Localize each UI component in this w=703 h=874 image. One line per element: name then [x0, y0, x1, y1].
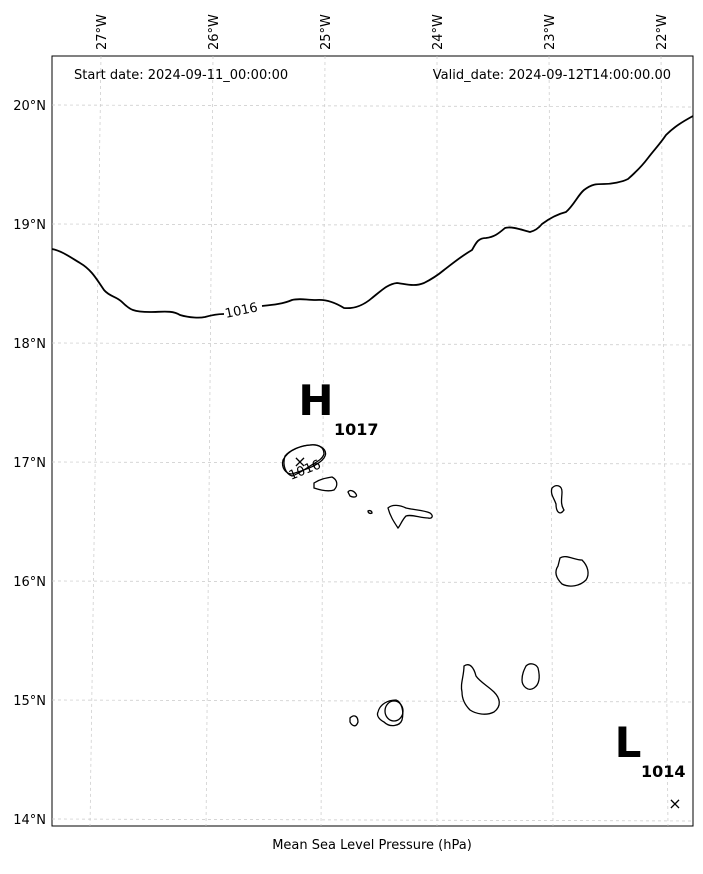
- lon-label-23w: 23°W: [543, 14, 558, 50]
- lon-label-22w: 22°W: [655, 14, 670, 50]
- island-boa-vista: [555, 555, 589, 587]
- isobar-1016-ring-north: [281, 444, 327, 475]
- lat-label-19n: 19°N: [13, 218, 46, 233]
- lat-label-16n: 16°N: [13, 575, 46, 590]
- lon-label-27w: 27°W: [95, 14, 110, 50]
- start-date-label: Start date: 2024-09-11_00:00:00: [74, 68, 288, 83]
- lat-label-18n: 18°N: [13, 337, 46, 352]
- isobar-label-main: 1016: [224, 300, 259, 322]
- map-frame: [51, 55, 694, 827]
- island-sao-nicolau: [387, 504, 433, 530]
- island-santa-luzia: [347, 489, 358, 498]
- valid-date-label: Valid_date: 2024-09-12T14:00:00.00: [433, 68, 671, 83]
- island-santiago: [460, 664, 500, 715]
- island-sal: [550, 485, 565, 514]
- graticule: [51, 55, 694, 827]
- latitude-labels: 20°N 19°N 18°N 17°N 16°N 15°N 14°N: [13, 99, 46, 828]
- high-pressure-letter: H: [298, 376, 333, 425]
- lon-label-26w: 26°W: [207, 14, 222, 50]
- low-pressure-center: L 1014 ×: [615, 718, 686, 813]
- island-maio: [521, 663, 540, 690]
- isobar-ring-fogo: [384, 700, 404, 722]
- longitude-labels: 27°W 26°W 25°W 24°W 23°W 22°W: [95, 14, 670, 50]
- island-brava: [349, 715, 359, 727]
- lat-label-17n: 17°N: [13, 456, 46, 471]
- map-caption: Mean Sea Level Pressure (hPa): [272, 838, 472, 853]
- island-fogo: [376, 699, 404, 727]
- lon-label-25w: 25°W: [319, 14, 334, 50]
- lon-label-24w: 24°W: [431, 14, 446, 50]
- low-pressure-letter: L: [615, 718, 642, 767]
- low-pressure-mark: ×: [668, 794, 681, 813]
- low-pressure-value: 1014: [641, 762, 686, 781]
- high-pressure-center: H 1017 ×: [293, 376, 378, 471]
- high-pressure-mark: ×: [293, 452, 306, 471]
- isobar-1016-main: [51, 115, 694, 319]
- lat-label-15n: 15°N: [13, 694, 46, 709]
- island-sao-vicente: [313, 476, 338, 492]
- lat-label-14n: 14°N: [13, 813, 46, 828]
- high-pressure-value: 1017: [334, 420, 379, 439]
- island-raso: [367, 509, 373, 515]
- lat-label-20n: 20°N: [13, 99, 46, 114]
